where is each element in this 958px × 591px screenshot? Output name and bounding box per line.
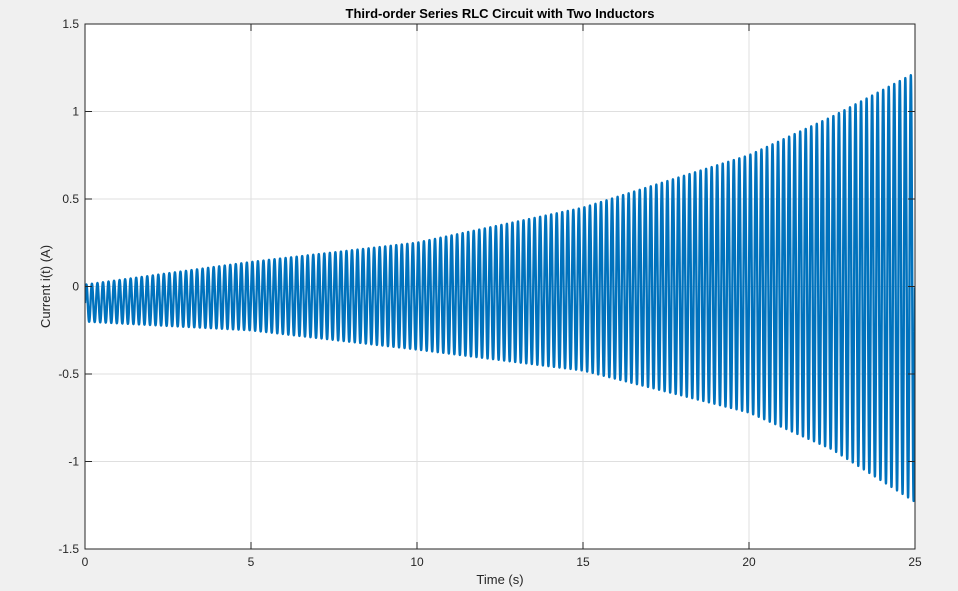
- y-tick-label: 1.5: [62, 17, 79, 31]
- x-tick-label: 5: [248, 555, 255, 569]
- y-tick-label: 0: [72, 280, 79, 294]
- current-series-line: [85, 73, 915, 503]
- y-tick-label: -1: [68, 455, 79, 469]
- y-axis-label: Current i(t) (A): [38, 245, 53, 328]
- y-tick-label: -1.5: [58, 542, 79, 556]
- x-tick-label: 15: [576, 555, 590, 569]
- x-tick-label: 20: [742, 555, 756, 569]
- x-tick-label: 25: [908, 555, 922, 569]
- ticks: 0 5 10 15 20 25 -1.5 -1 -0.5 0 0.5 1 1.5: [58, 17, 922, 569]
- y-tick-label: -0.5: [58, 367, 79, 381]
- x-tick-label: 10: [410, 555, 424, 569]
- chart-title: Third-order Series RLC Circuit with Two …: [346, 6, 655, 21]
- y-tick-label: 1: [72, 105, 79, 119]
- y-tick-label: 0.5: [62, 192, 79, 206]
- plot-area: [85, 73, 915, 503]
- x-axis-label: Time (s): [476, 572, 523, 587]
- x-tick-label: 0: [82, 555, 89, 569]
